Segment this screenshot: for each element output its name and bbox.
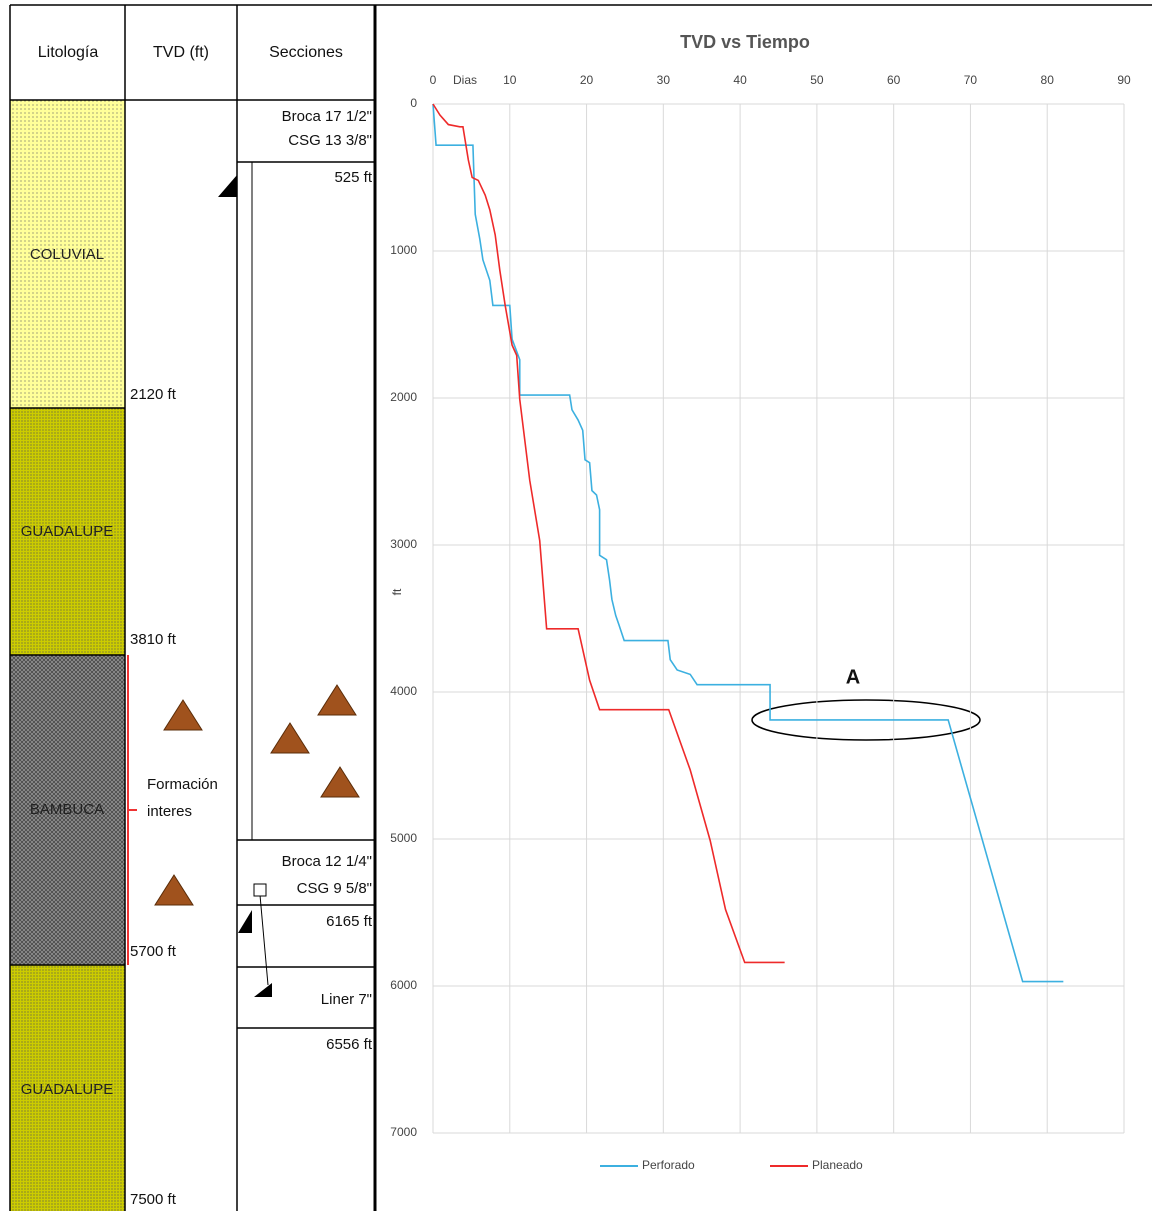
formation-note: interes (147, 803, 192, 820)
annotation: A (846, 666, 860, 688)
legend-label: Planeado (812, 1158, 863, 1172)
section-label: Broca 17 1/2" (282, 108, 372, 125)
header: TVD (ft) (153, 44, 209, 61)
lithology-label: GUADALUPE (21, 1081, 114, 1098)
section-label: CSG 9 5/8" (297, 880, 372, 897)
y-tick-label: 4000 (390, 684, 417, 698)
section-label: 525 ft (334, 169, 372, 186)
y-tick-label: 5000 (390, 831, 417, 845)
x-tick-label: 50 (810, 73, 824, 87)
depth-label: 5700 ft (130, 943, 177, 960)
y-tick-label: 3000 (390, 537, 417, 551)
x-tick-label: 30 (657, 73, 671, 87)
section-label: Broca 12 1/4" (282, 853, 372, 870)
chart-title: TVD vs Tiempo (680, 32, 810, 52)
section-label: 6556 ft (326, 1036, 373, 1053)
header: Litología (38, 44, 99, 61)
y-tick-label: 7000 (390, 1125, 417, 1139)
section-label: Liner 7" (321, 991, 372, 1008)
x-tick-label: 80 (1041, 73, 1055, 87)
chart-area (375, 5, 1152, 1211)
x-tick-label: 60 (887, 73, 901, 87)
x-tick-label: 0 (430, 73, 437, 87)
lithology-label: COLUVIAL (30, 246, 104, 263)
x-tick-label: 20 (580, 73, 594, 87)
depth-label: 3810 ft (130, 631, 177, 648)
x-tick-label: 40 (733, 73, 747, 87)
y-tick-label: 2000 (390, 390, 417, 404)
depth-label: 2120 ft (130, 386, 177, 403)
formation-note: Formación (147, 776, 218, 793)
section-label: 6165 ft (326, 913, 373, 930)
legend-label: Perforado (642, 1158, 695, 1172)
x-tick-label: 70 (964, 73, 978, 87)
header: Secciones (269, 44, 343, 61)
x-axis-label: Dias (453, 73, 477, 87)
section-label: CSG 13 3/8" (288, 132, 372, 149)
lithology-label: GUADALUPE (21, 523, 114, 540)
well-log: Litología TVD (ft) Secciones COLUVIAL GU… (10, 5, 375, 1211)
x-tick-label: 10 (503, 73, 517, 87)
lithology-label: BAMBUCA (30, 801, 104, 818)
x-tick-label: 90 (1117, 73, 1131, 87)
y-axis-label: ft (390, 588, 404, 595)
y-tick-label: 0 (410, 96, 417, 110)
depth-label: 7500 ft (130, 1191, 177, 1208)
y-tick-label: 6000 (390, 978, 417, 992)
page: Litología TVD (ft) Secciones COLUVIAL GU… (0, 0, 1152, 1211)
y-tick-label: 1000 (390, 243, 417, 257)
